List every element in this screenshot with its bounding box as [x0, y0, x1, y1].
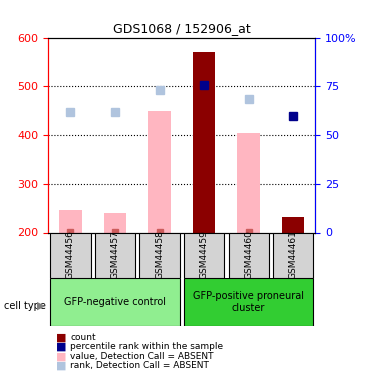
FancyBboxPatch shape — [229, 232, 269, 278]
Bar — [237, 133, 260, 232]
Text: GSM44458: GSM44458 — [155, 231, 164, 279]
Text: GFP-positive proneural
cluster: GFP-positive proneural cluster — [193, 291, 304, 313]
FancyBboxPatch shape — [184, 278, 313, 326]
FancyBboxPatch shape — [50, 278, 180, 326]
Title: GDS1068 / 152906_at: GDS1068 / 152906_at — [113, 22, 251, 35]
Text: GSM44461: GSM44461 — [289, 231, 298, 279]
Text: value, Detection Call = ABSENT: value, Detection Call = ABSENT — [70, 352, 214, 361]
FancyBboxPatch shape — [139, 232, 180, 278]
Text: GFP-negative control: GFP-negative control — [64, 297, 166, 307]
Bar — [282, 217, 304, 232]
FancyBboxPatch shape — [95, 232, 135, 278]
Text: percentile rank within the sample: percentile rank within the sample — [70, 342, 224, 351]
Text: ■: ■ — [56, 333, 66, 342]
Text: rank, Detection Call = ABSENT: rank, Detection Call = ABSENT — [70, 361, 209, 370]
Text: GSM44459: GSM44459 — [200, 231, 209, 279]
FancyBboxPatch shape — [50, 232, 91, 278]
Text: cell type: cell type — [4, 301, 46, 310]
Text: ▶: ▶ — [37, 301, 46, 310]
Bar — [148, 111, 171, 232]
FancyBboxPatch shape — [273, 232, 313, 278]
Text: GSM44456: GSM44456 — [66, 231, 75, 279]
Text: ■: ■ — [56, 361, 66, 370]
Text: ■: ■ — [56, 342, 66, 352]
Text: GSM44457: GSM44457 — [111, 231, 119, 279]
FancyBboxPatch shape — [184, 232, 224, 278]
Text: GSM44460: GSM44460 — [244, 231, 253, 279]
Bar — [104, 213, 126, 232]
Bar — [59, 210, 82, 232]
Text: ■: ■ — [56, 351, 66, 361]
Bar — [193, 52, 215, 232]
Text: count: count — [70, 333, 96, 342]
